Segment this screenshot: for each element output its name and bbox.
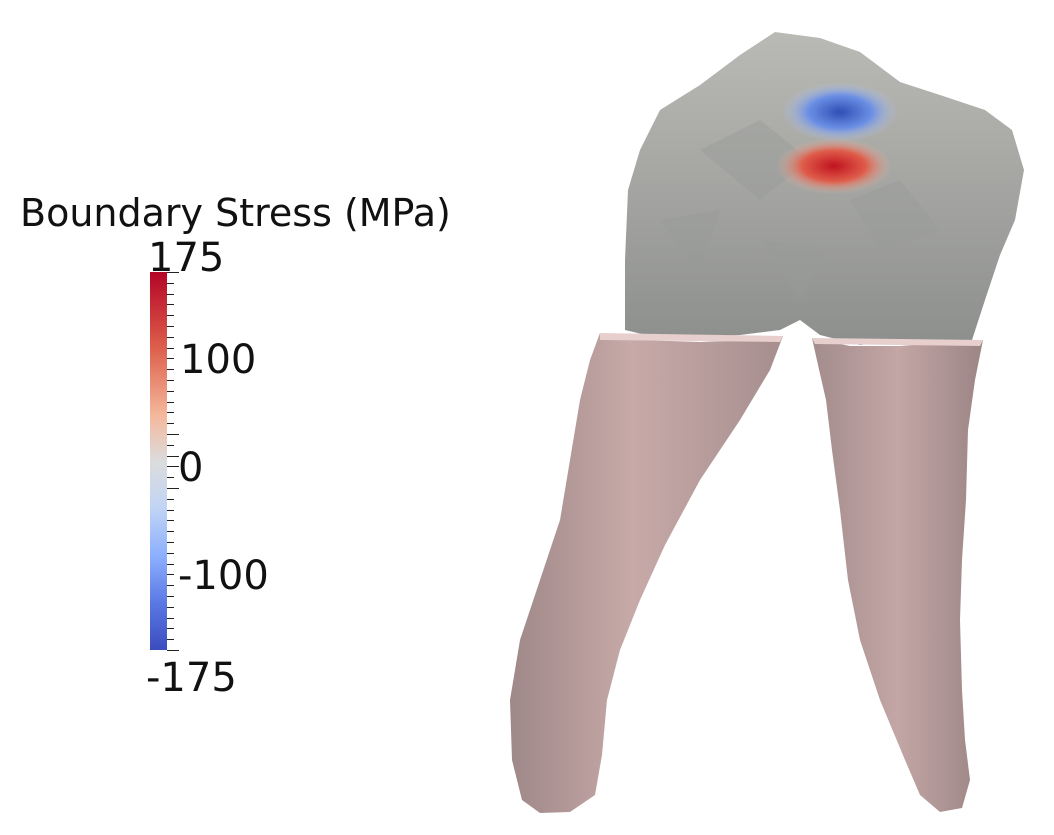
colorbar-tick [167,412,174,414]
colorbar-tick [167,509,174,511]
colorbar-tick [167,628,174,630]
colorbar [150,272,167,650]
colorbar-tick [167,520,174,522]
colorbar-tick [167,477,174,479]
colorbar-tick [167,639,174,641]
legend-title: Boundary Stress (MPa) [20,191,451,235]
colorbar-tick [167,585,174,587]
colorbar-tick [167,552,174,554]
colorbar-tick [167,326,174,327]
tooth-root-left [510,333,783,813]
colorbar-tick [167,315,174,317]
colorbar-tick [167,488,179,489]
colorbar-tick [167,444,174,446]
colorbar-tick [167,336,174,338]
legend-label-100: 100 [180,337,257,383]
colorbar-tick [167,369,174,371]
colorbar-tick [167,380,174,381]
colorbar-tick [167,498,174,500]
colorbar-tick [167,282,174,284]
colorbar-tick [167,390,174,392]
colorbar-tick [167,401,174,403]
colorbar-tick [167,650,179,651]
tooth-root-right [812,338,983,812]
colorbar-tick [167,304,174,306]
legend-min-label: -175 [146,655,237,701]
colorbar-tick [167,574,174,576]
colorbar-tick [167,272,179,273]
colorbar-tick [167,563,174,565]
colorbar-tick [167,542,174,543]
colorbar-tick [167,423,174,425]
colorbar-tick [167,358,174,360]
legend-label-0: 0 [178,445,204,491]
colorbar-ticks [167,272,179,651]
colorbar-tick [167,606,174,608]
colorbar-tick [167,596,174,597]
colorbar-tick [167,455,179,457]
legend-label-neg100: -100 [178,553,269,599]
colorbar-tick [167,531,174,533]
colorbar-tick [167,293,174,295]
colorbar-tick [167,617,174,619]
colorbar-tick [167,434,179,435]
colorbar-tick [167,347,174,349]
colorbar-tick [167,466,179,468]
